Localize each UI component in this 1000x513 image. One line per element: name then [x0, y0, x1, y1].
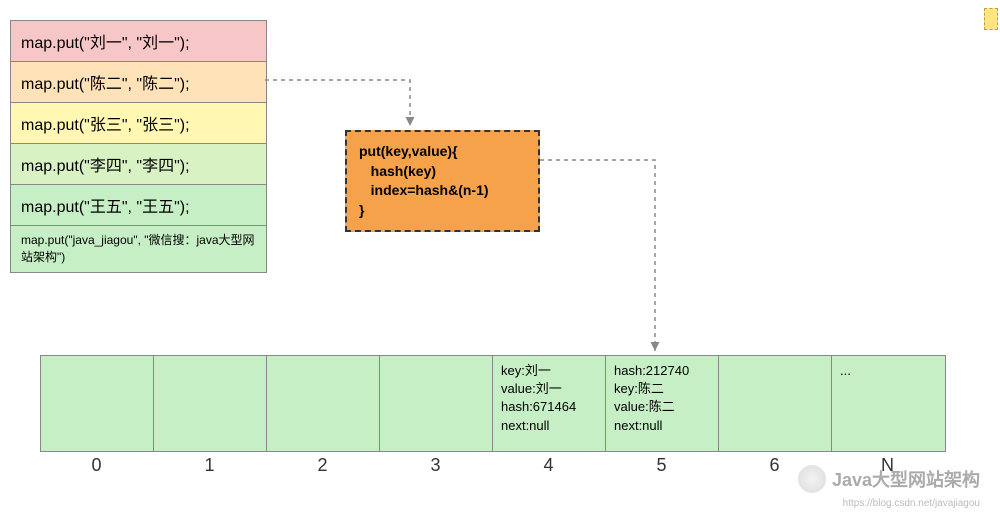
array-cell-6	[719, 356, 832, 451]
cell-line: value:陈二	[614, 398, 710, 416]
side-marker	[984, 8, 998, 30]
hash-line: index=hash&(n-1)	[359, 181, 526, 201]
array-cell-7: ...	[832, 356, 945, 451]
array-cell-5: hash:212740key:陈二value:陈二next:null	[606, 356, 719, 451]
wechat-icon	[798, 465, 826, 493]
hash-function-box: put(key,value){ hash(key) index=hash&(n-…	[345, 130, 540, 232]
cell-line: hash:671464	[501, 398, 597, 416]
code-row-3: map.put("李四", "李四");	[11, 144, 266, 185]
watermark: Java大型网站架构	[798, 465, 980, 493]
arrow-hash-to-array	[540, 160, 655, 351]
arrow-code-to-hash	[265, 80, 410, 126]
index-3: 3	[379, 455, 492, 476]
index-5: 5	[605, 455, 718, 476]
array-cell-0	[41, 356, 154, 451]
cell-line: next:null	[501, 417, 597, 435]
hash-array: key:刘一value:刘一hash:671464next:nullhash:2…	[40, 355, 946, 452]
index-2: 2	[266, 455, 379, 476]
code-row-0: map.put("刘一", "刘一");	[11, 21, 266, 62]
array-cell-2	[267, 356, 380, 451]
code-row-1: map.put("陈二", "陈二");	[11, 62, 266, 103]
code-row-5: map.put("java_jiagou", "微信搜：java大型网站架构")	[11, 226, 266, 272]
hash-line: hash(key)	[359, 162, 526, 182]
cell-line: value:刘一	[501, 380, 597, 398]
watermark-text: Java大型网站架构	[832, 466, 980, 492]
cell-line: key:陈二	[614, 380, 710, 398]
code-list: map.put("刘一", "刘一");map.put("陈二", "陈二");…	[10, 20, 267, 273]
array-cell-1	[154, 356, 267, 451]
cell-line: key:刘一	[501, 362, 597, 380]
cell-line: next:null	[614, 417, 710, 435]
cell-line: hash:212740	[614, 362, 710, 380]
watermark-url: https://blog.csdn.net/javajiagou	[843, 498, 980, 509]
hash-line: put(key,value){	[359, 142, 526, 162]
array-cell-3	[380, 356, 493, 451]
hash-line: }	[359, 201, 526, 221]
cell-line: ...	[840, 362, 937, 380]
array-cell-4: key:刘一value:刘一hash:671464next:null	[493, 356, 606, 451]
code-row-2: map.put("张三", "张三");	[11, 103, 266, 144]
code-row-4: map.put("王五", "王五");	[11, 185, 266, 226]
index-1: 1	[153, 455, 266, 476]
index-4: 4	[492, 455, 605, 476]
index-0: 0	[40, 455, 153, 476]
